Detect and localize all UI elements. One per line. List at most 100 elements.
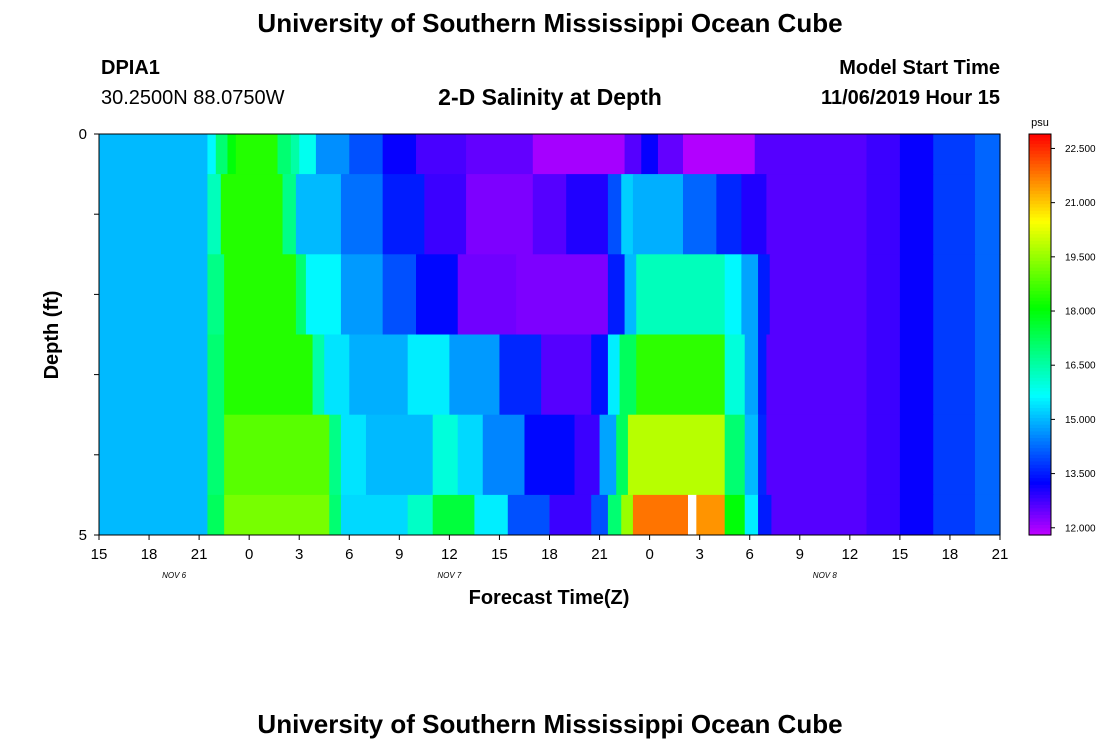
colorbar-band [1029,341,1051,346]
date-label: NOV 6 [162,571,187,580]
colorbar-band [1029,474,1051,479]
heatmap-cell [599,414,617,496]
colorbar-band [1029,531,1051,536]
heatmap-cell [235,134,279,175]
heatmap-cell [207,334,225,416]
heatmap-cell [340,174,384,255]
heatmap-cell [290,134,300,175]
colorbar-tick-label: 21.000 [1065,198,1096,209]
colorbar-band [1029,331,1051,336]
heatmap-cell [220,174,284,255]
model-start-value: 11/06/2019 Hour 15 [820,87,1000,109]
heatmap-cell [769,254,868,335]
colorbar-band [1029,434,1051,439]
colorbar-band [1029,404,1051,409]
heatmap-cell [340,254,384,335]
heatmap-cell [621,174,634,255]
heatmap-cell [974,254,1001,335]
heatmap-cell [224,414,330,496]
colorbar-tick-label: 13.500 [1065,469,1096,480]
heatmap-cell [744,414,759,496]
heatmap-cell [99,334,209,416]
heatmap-cell [933,494,976,536]
colorbar-band [1029,287,1051,292]
heatmap-cell [741,174,768,255]
colorbar-band [1029,317,1051,322]
colorbar-band [1029,257,1051,262]
colorbar-band [1029,301,1051,306]
heatmap-cell [758,254,771,335]
heatmap-cell [682,174,717,255]
colorbar-band [1029,281,1051,285]
heatmap-cell [619,334,637,416]
heatmap-cell [424,174,467,255]
colorbar-band [1029,478,1051,483]
colorbar-band [1029,210,1051,215]
colorbar-band [1029,418,1051,422]
colorbar-band [1029,224,1051,229]
colorbar-band [1029,277,1051,282]
colorbar-band [1029,234,1051,239]
x-tick-label: 9 [796,546,804,563]
x-axis: 15 18 21 0 3 6 9 12 15 18 21 0 3 6 9 12 15 18 21 NOV 6 NOV 7… [91,535,1008,580]
colorbar-tick-label: 16.500 [1065,361,1096,372]
heatmap-cell [466,134,534,175]
heatmap-cell [99,414,209,496]
colorbar-band [1029,381,1051,386]
colorbar-band [1029,260,1051,265]
heatmap-cell [227,134,237,175]
heatmap-cell [758,334,767,416]
heatmap-cell [607,254,626,335]
colorbar-band [1029,508,1051,513]
colorbar-band [1029,481,1051,486]
heatmap-cell [449,334,501,416]
heatmap-cell [744,334,759,416]
heatmap-cell [207,134,217,175]
colorbar-band [1029,157,1051,162]
heatmap-cell [766,174,868,255]
colorbar-band [1029,377,1051,382]
colorbar-band [1029,294,1051,299]
x-tick-label: 18 [141,546,158,563]
heatmap-cell [224,334,314,416]
heatmap-cell [532,174,567,255]
colorbar-band [1029,284,1051,289]
x-tick-label: 18 [541,546,558,563]
colorbar-band [1029,468,1051,473]
colorbar-band [1029,524,1051,529]
date-label: NOV 8 [813,571,838,580]
colorbar-band [1029,458,1051,463]
page-title-top: University of Southern Mississippi Ocean… [257,8,843,38]
colorbar-band [1029,511,1051,516]
colorbar-band [1029,207,1051,212]
colorbar: psu 22.500 21.000 19.500 18.000 16.500 15.000 1… [1028,117,1096,536]
heatmap-cell [349,134,384,175]
heatmap-cell [682,134,756,175]
colorbar-band [1029,484,1051,489]
colorbar-band [1029,304,1051,309]
heatmap-cell [329,414,342,496]
colorbar-band [1029,134,1051,138]
heatmap-cell [933,134,976,175]
heatmap-cell [741,254,759,335]
y-tick-label: 0 [79,126,87,143]
colorbar-band [1029,170,1051,175]
heatmap-cell [315,134,350,175]
heatmap-cell [974,414,1001,496]
x-tick-label: 15 [91,546,108,563]
heatmap-cell [295,174,342,255]
heatmap-cell [516,254,609,335]
colorbar-band [1029,424,1051,429]
heatmap-cell [758,414,767,496]
x-tick-label: 0 [245,546,253,563]
colorbar-band [1029,147,1051,152]
heatmap-cell [657,134,684,175]
colorbar-band [1029,200,1051,205]
colorbar-band [1029,347,1051,352]
colorbar-band [1029,371,1051,376]
heatmap-cell [899,494,934,536]
heatmap-cell [591,334,609,416]
colorbar-band [1029,491,1051,496]
colorbar-band [1029,187,1051,192]
colorbar-band [1029,498,1051,503]
